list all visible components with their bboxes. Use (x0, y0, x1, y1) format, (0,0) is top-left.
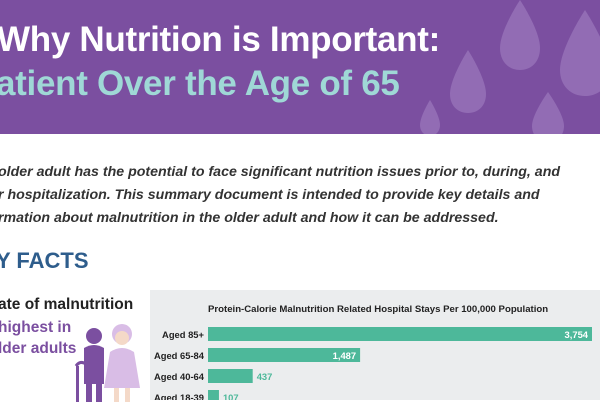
category-label: Aged 40-64 (154, 371, 205, 382)
callout-line: ate of malnutrition (0, 296, 134, 313)
data-label: 107 (223, 392, 239, 400)
category-label: Aged 18-39 (154, 392, 204, 400)
page-subtitle: atient Over the Age of 65 (0, 64, 400, 103)
category-label: Aged 65-84 (154, 350, 205, 361)
data-label: 1,487 (333, 350, 356, 361)
bar (208, 348, 361, 362)
key-facts-heading: Y FACTS (0, 248, 89, 273)
data-label: 437 (257, 371, 273, 382)
bar (208, 390, 219, 400)
malnutrition-chart: Protein-Calorie Malnutrition Related Hos… (150, 290, 600, 400)
category-label: Aged 85+ (162, 329, 204, 340)
elderly-couple-icon (74, 324, 140, 402)
malnutrition-callout: ate of malnutrition highest in lder adul… (0, 292, 148, 402)
bar-chart: Aged 85+ 3,754 Aged 65-84 1,487 Aged 40-64 43… (154, 327, 592, 400)
intro-paragraph: older adult has the potential to face si… (0, 161, 600, 230)
header-banner: Why Nutrition is Important: atient Over … (0, 0, 600, 134)
intro-line: r hospitalization. This summary document… (0, 187, 540, 203)
intro-line: rmation about malnutrition in the older … (0, 210, 499, 226)
decorative-drops-icon (420, 0, 600, 134)
callout-highlight: highest in (0, 319, 72, 336)
bar (208, 327, 592, 341)
data-label: 3,754 (565, 329, 589, 340)
bar (208, 369, 253, 383)
chart-title: Protein-Calorie Malnutrition Related Hos… (208, 304, 549, 315)
page-title: Why Nutrition is Important: (0, 20, 440, 59)
intro-line: older adult has the potential to face si… (0, 164, 561, 180)
callout-highlight: lder adults (0, 340, 77, 357)
